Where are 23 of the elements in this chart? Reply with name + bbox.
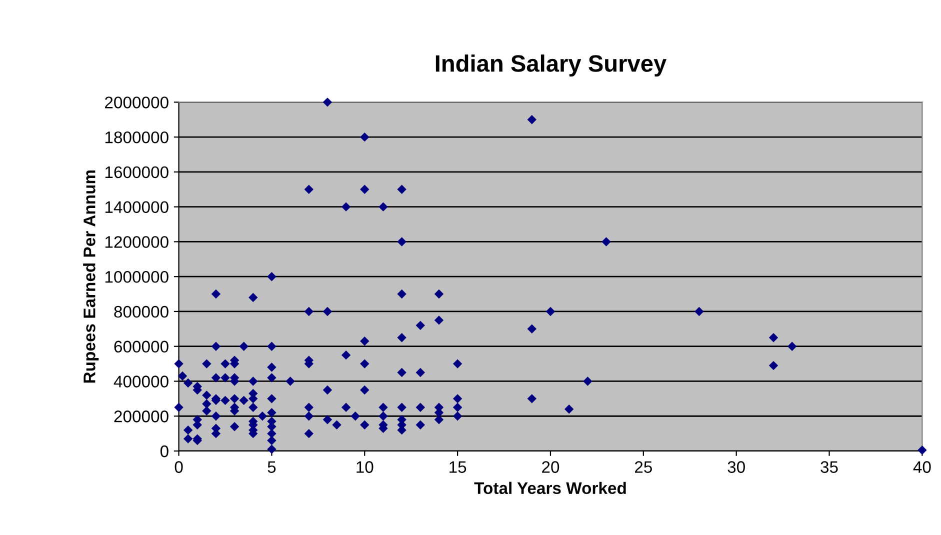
x-tick-label: 10 <box>356 461 374 473</box>
y-tick-label: 1400000 <box>105 201 168 214</box>
y-tick-label: 800000 <box>114 306 168 318</box>
x-tick-label: 20 <box>542 461 560 473</box>
y-tick-label: 400000 <box>114 376 168 388</box>
y-tick-label: 1800000 <box>105 131 168 144</box>
y-tick-label: 1000000 <box>105 270 168 283</box>
y-tick-label: 2000000 <box>105 96 168 108</box>
x-tick-label: 0 <box>174 461 183 473</box>
y-tick-label: 600000 <box>114 340 168 353</box>
y-axis-title: Rupees Earned Per Annum <box>83 170 99 383</box>
x-axis-title: Total Years Worked <box>474 482 626 494</box>
chart-title: Indian Salary Survey <box>436 54 667 77</box>
x-tick-label: 5 <box>268 461 276 473</box>
x-tick-label: 25 <box>634 461 652 473</box>
y-tick-label: 200000 <box>114 410 168 422</box>
x-tick-label: 15 <box>450 461 466 473</box>
x-tick-label: 40 <box>913 461 931 473</box>
y-tick-label: 0 <box>160 445 168 458</box>
x-tick-label: 30 <box>728 461 745 473</box>
x-tick-label: 35 <box>820 461 838 473</box>
y-tick-label: 1200000 <box>105 236 168 248</box>
y-tick-label: 1600000 <box>105 166 168 178</box>
